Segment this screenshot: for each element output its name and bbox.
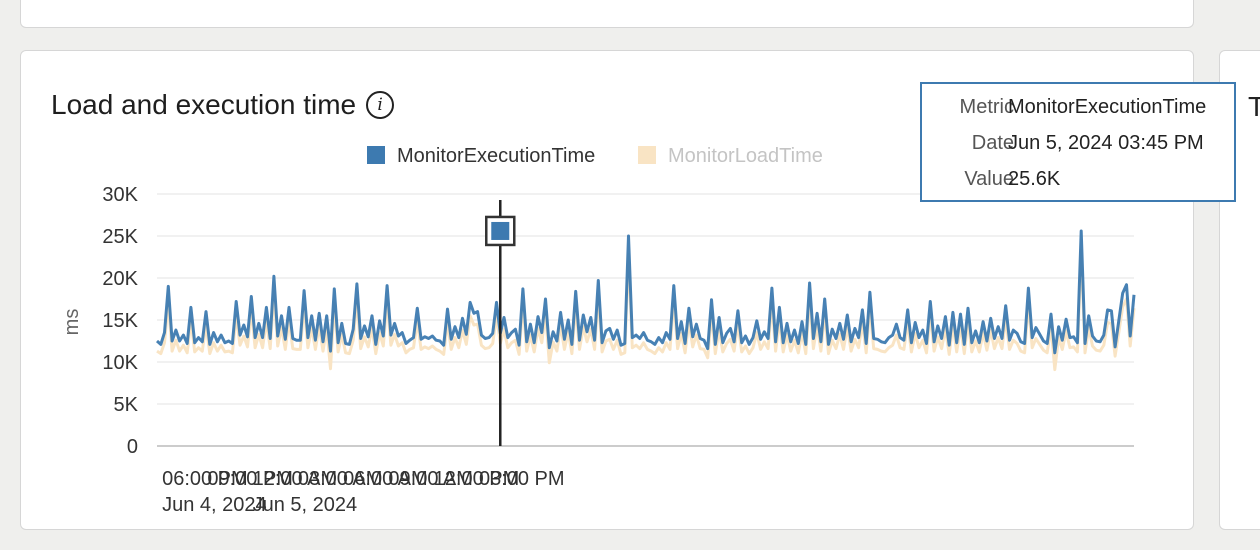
y-tick-label: 10K	[102, 352, 138, 374]
x-tick-sublabel: Jun 5, 2024	[253, 494, 358, 516]
y-tick-label: 30K	[102, 184, 138, 206]
legend: MonitorExecutionTime MonitorLoadTime	[367, 145, 823, 167]
legend-label-load: MonitorLoadTime	[668, 145, 823, 167]
card-title-row: Load and execution time i	[51, 89, 395, 121]
y-axis: 0 5K 10K 15K 20K 25K 30K	[102, 184, 138, 458]
hover-point	[491, 221, 510, 240]
hover-marker	[485, 200, 516, 446]
x-tick-sublabel: Jun 4, 2024	[162, 494, 267, 516]
y-tick-label: 25K	[102, 226, 138, 248]
x-tick-label: 09:00 PM	[207, 468, 293, 490]
top-card	[20, 0, 1194, 28]
y-tick-label: 15K	[102, 310, 138, 332]
series-line-execution	[155, 229, 1136, 355]
series-lines	[155, 229, 1136, 372]
card-title: Load and execution time	[51, 89, 357, 120]
x-tick-label: 12:00 PM	[434, 468, 520, 490]
info-icon[interactable]: i	[366, 91, 395, 119]
right-card-title: T	[1248, 91, 1260, 122]
tooltip-key: Date	[971, 132, 1014, 154]
legend-swatch-load	[638, 146, 656, 164]
x-tick-label: 12:00 AM	[253, 468, 338, 490]
x-tick-label: 06:00 AM	[343, 468, 428, 490]
tooltip-key: Value	[964, 168, 1014, 190]
x-tick-label: 09:00 AM	[388, 468, 473, 490]
x-tick-label: 06:00 PM	[162, 468, 248, 490]
x-tick-label: 03:00 PM	[479, 468, 565, 490]
tooltip: Metric MonitorExecutionTime Date Jun 5, …	[920, 82, 1236, 202]
tooltip-key: Metric	[959, 96, 1014, 118]
y-tick-label: 0	[127, 436, 138, 458]
legend-label-execution: MonitorExecutionTime	[397, 145, 595, 167]
y-axis-label: ms	[61, 309, 83, 336]
tooltip-value: MonitorExecutionTime	[1008, 96, 1207, 118]
x-tick-label: 03:00 AM	[298, 468, 383, 490]
y-tick-label: 20K	[102, 268, 138, 290]
tooltip-value: Jun 5, 2024 03:45 PM	[1008, 132, 1204, 154]
series-line-load	[156, 248, 1136, 372]
y-tick-label: 5K	[114, 394, 139, 416]
tooltip-value: 25.6K	[1008, 168, 1061, 190]
legend-swatch-execution	[367, 146, 385, 164]
